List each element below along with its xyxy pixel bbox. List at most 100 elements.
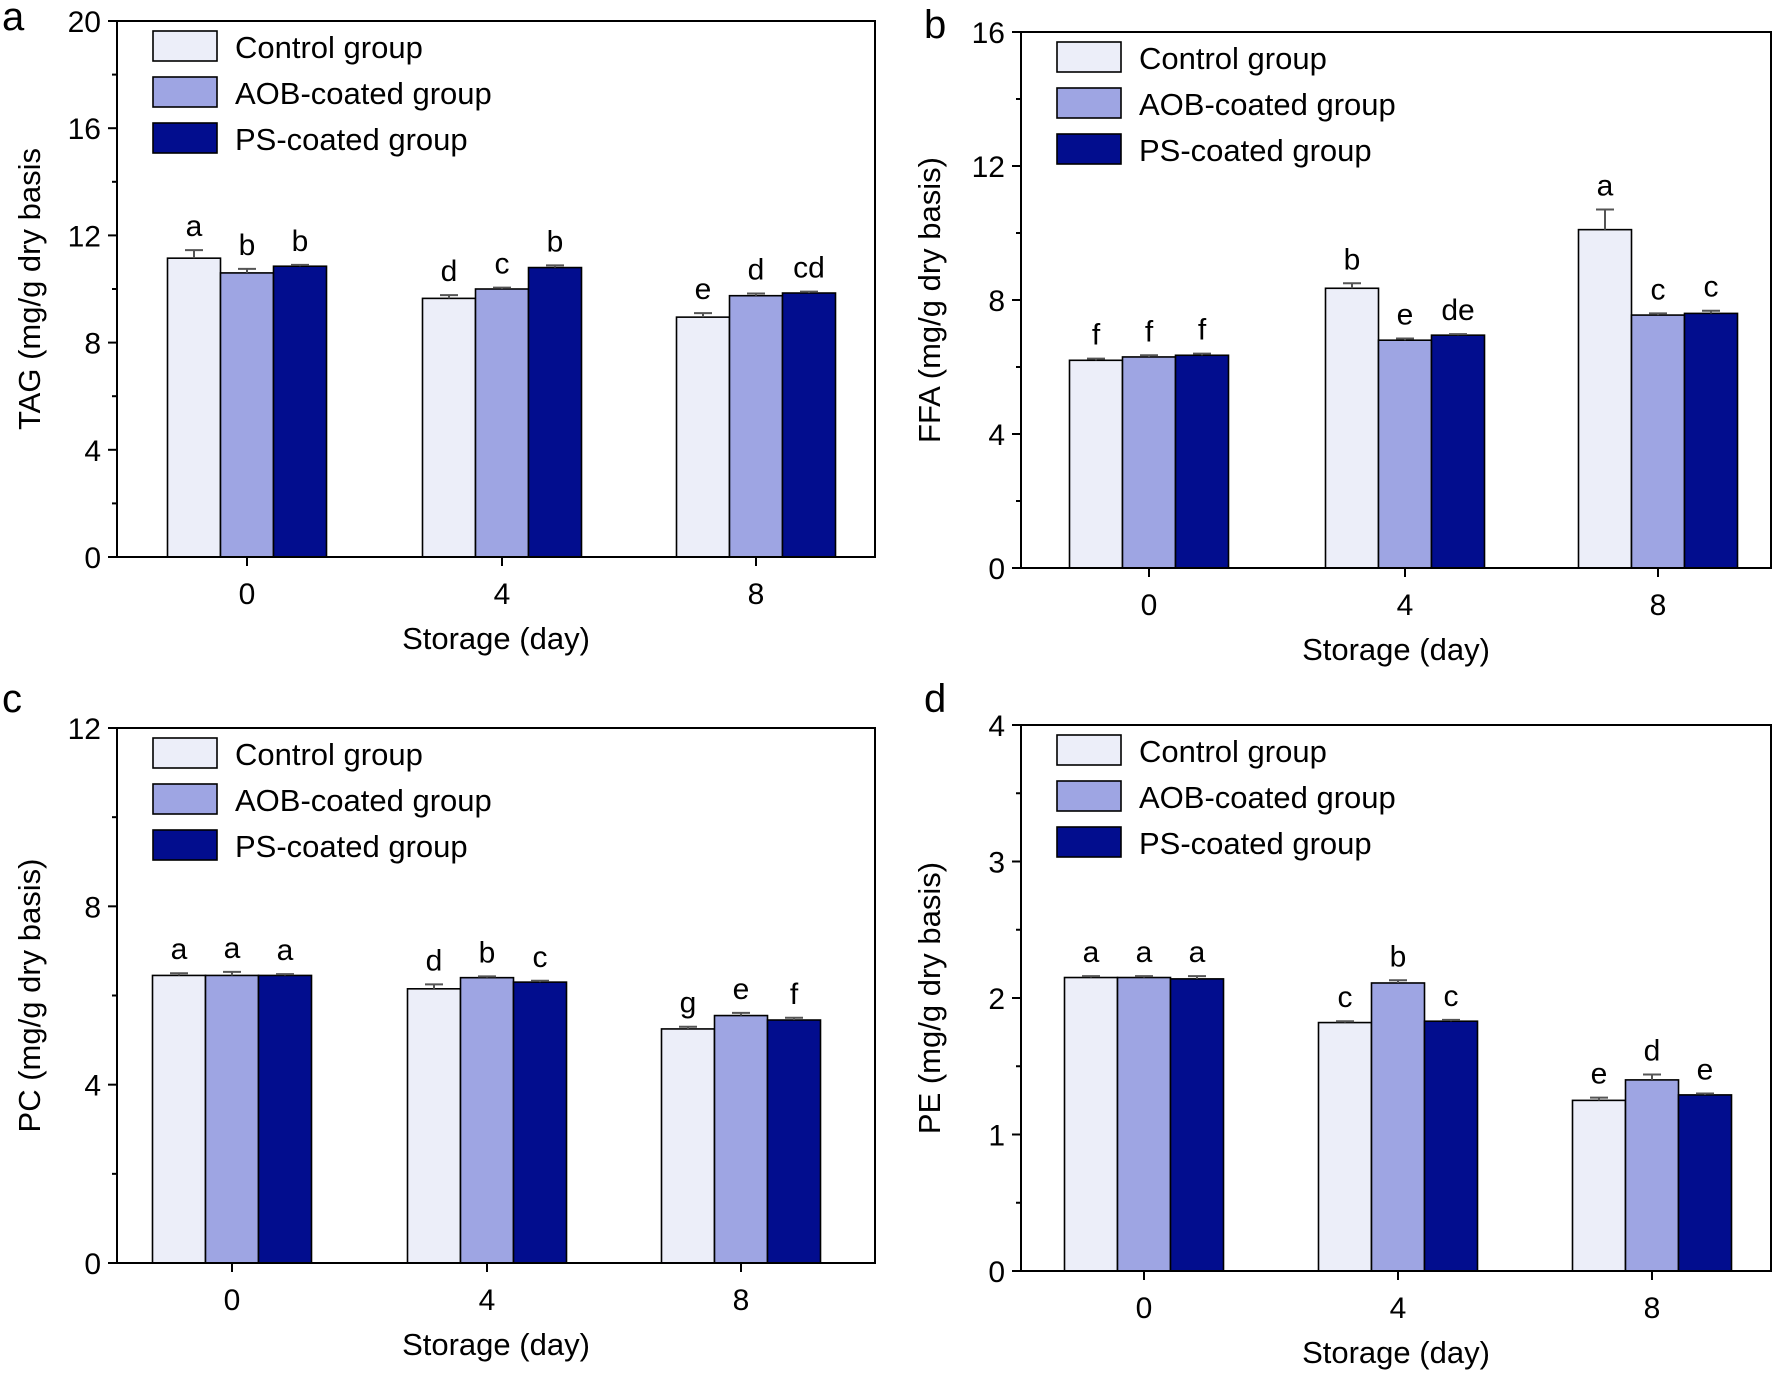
bar — [660, 1028, 716, 1264]
legend-label: Control group — [235, 30, 423, 65]
significance-label: a — [1136, 936, 1153, 969]
legend-swatch — [152, 76, 218, 108]
y-tick-label: 8 — [988, 285, 1005, 318]
significance-label: a — [186, 210, 203, 243]
bar — [713, 1014, 769, 1264]
x-tick-label: 8 — [733, 1284, 750, 1317]
significance-label: e — [695, 273, 712, 306]
bar — [272, 265, 328, 558]
y-tick-label: 0 — [84, 542, 101, 575]
bar — [1370, 982, 1426, 1272]
significance-label: d — [1644, 1034, 1661, 1067]
panel-letter: c — [2, 677, 22, 721]
legend-swatch — [1056, 826, 1122, 858]
bar — [766, 1019, 822, 1264]
x-axis-title: Storage (day) — [402, 621, 590, 656]
y-tick-label: 2 — [988, 983, 1005, 1016]
y-tick-label: 1 — [988, 1120, 1005, 1153]
legend-label: PS-coated group — [235, 122, 468, 157]
x-axis-title: Storage (day) — [402, 1327, 590, 1362]
significance-label: b — [1344, 243, 1361, 276]
legend-swatch — [1056, 780, 1122, 812]
x-axis-title: Storage (day) — [1302, 632, 1490, 667]
significance-label: d — [441, 255, 458, 288]
bar — [1677, 1094, 1733, 1272]
significance-label: b — [479, 936, 496, 969]
bar — [421, 297, 477, 558]
bar — [728, 294, 784, 558]
x-tick-label: 8 — [1650, 589, 1667, 622]
legend-label: PS-coated group — [235, 829, 468, 864]
significance-label: f — [1145, 315, 1154, 348]
legend-label: Control group — [1139, 41, 1327, 76]
y-tick-label: 0 — [988, 553, 1005, 586]
bar — [1624, 1079, 1680, 1272]
bar — [1630, 314, 1686, 569]
significance-label: e — [1591, 1058, 1608, 1091]
significance-label: a — [1597, 170, 1614, 203]
y-tick-label: 0 — [988, 1256, 1005, 1289]
bar — [219, 272, 275, 558]
bar — [1068, 359, 1124, 569]
significance-label: c — [533, 941, 548, 974]
bar — [1571, 1099, 1627, 1272]
x-tick-label: 0 — [239, 578, 256, 611]
x-tick-label: 0 — [1136, 1292, 1153, 1325]
bar — [406, 988, 462, 1264]
bar — [166, 257, 222, 558]
x-tick-label: 4 — [494, 578, 511, 611]
legend-label: AOB-coated group — [235, 783, 492, 818]
significance-label: a — [277, 934, 294, 967]
y-tick-label: 4 — [84, 1070, 101, 1103]
bar — [257, 974, 313, 1264]
bar — [512, 981, 568, 1264]
significance-label: b — [292, 225, 309, 258]
legend-swatch — [1056, 41, 1122, 73]
legend-label: AOB-coated group — [1139, 780, 1396, 815]
significance-label: e — [1397, 299, 1414, 332]
significance-label: b — [1390, 940, 1407, 973]
y-tick-label: 12 — [68, 713, 101, 746]
significance-label: a — [1083, 936, 1100, 969]
significance-label: f — [790, 978, 799, 1011]
y-tick-label: 12 — [972, 151, 1005, 184]
y-tick-label: 4 — [988, 419, 1005, 452]
x-tick-label: 4 — [479, 1284, 496, 1317]
x-tick-label: 8 — [748, 578, 765, 611]
y-tick-label: 3 — [988, 847, 1005, 880]
significance-label: c — [1444, 980, 1459, 1013]
x-axis-title: Storage (day) — [1302, 1335, 1490, 1370]
legend-label: Control group — [1139, 734, 1327, 769]
significance-label: d — [748, 254, 765, 287]
y-axis-title: PC (mg/g dry basis) — [12, 859, 47, 1133]
y-tick-label: 8 — [84, 328, 101, 361]
x-tick-label: 0 — [224, 1284, 241, 1317]
legend: Control group AOB-coated group PS-coated g… — [1056, 41, 1396, 168]
bar — [1377, 339, 1433, 569]
bar — [459, 976, 515, 1264]
bar — [1317, 1021, 1373, 1272]
y-axis-title: PE (mg/g dry basis) — [912, 862, 947, 1134]
legend-swatch — [152, 829, 218, 861]
significance-label: a — [1189, 936, 1206, 969]
legend-swatch — [152, 30, 218, 62]
significance-label: c — [1704, 271, 1719, 304]
significance-label: f — [1198, 314, 1207, 347]
significance-label: d — [426, 944, 443, 977]
significance-label: c — [495, 248, 510, 281]
legend-swatch — [1056, 133, 1122, 165]
panel-letter: b — [924, 3, 946, 47]
legend-label: PS-coated group — [1139, 826, 1372, 861]
significance-label: e — [733, 973, 750, 1006]
y-axis-title: TAG (mg/g dry basis — [12, 148, 47, 430]
legend: Control group AOB-coated group PS-coated g… — [1056, 734, 1396, 861]
significance-label: b — [547, 225, 564, 258]
chart-panel-d: d a c e a b d a c e 0 1 2 3 4 0 4 8 Storage (day) PE (mg/g … — [912, 677, 1772, 1370]
legend-label: Control group — [235, 737, 423, 772]
legend-label: PS-coated group — [1139, 133, 1372, 168]
y-tick-label: 0 — [84, 1248, 101, 1281]
legend-swatch — [152, 783, 218, 815]
y-tick-label: 20 — [68, 6, 101, 39]
significance-label: de — [1441, 294, 1474, 327]
chart-panel-c: c a d g a b e a c f 0 4 8 12 0 4 8 Storage (day) PC (mg/g … — [2, 677, 876, 1362]
